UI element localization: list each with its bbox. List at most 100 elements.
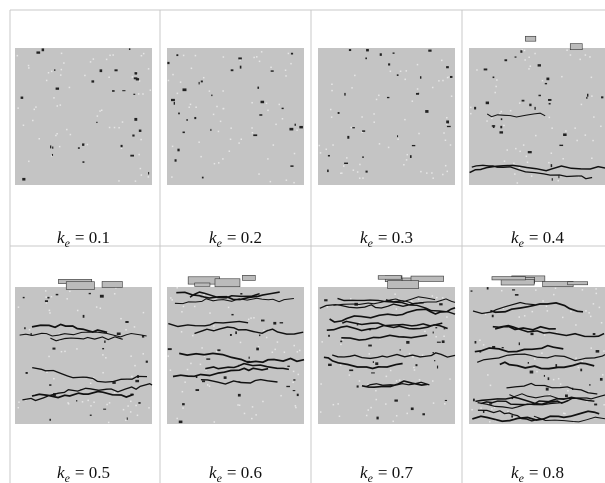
speckle [293, 344, 295, 347]
defect [328, 334, 330, 337]
speckle [326, 306, 329, 308]
speckle [49, 312, 51, 314]
crack [341, 334, 428, 341]
defect [328, 363, 332, 367]
caption-value: = 0.7 [378, 463, 414, 482]
speckle [137, 93, 140, 95]
speckle [278, 103, 281, 106]
defect [527, 151, 532, 154]
speckle [424, 330, 426, 333]
speckle [489, 384, 492, 387]
speckle [212, 113, 215, 116]
defect [54, 69, 56, 71]
simulation-image [15, 48, 152, 185]
speckle [403, 164, 405, 166]
speckle [35, 106, 37, 108]
defect [537, 64, 541, 67]
speckle [503, 124, 505, 127]
defect [49, 418, 51, 421]
speckle [576, 139, 578, 142]
defect [77, 147, 80, 149]
speckle [567, 390, 569, 392]
speckle [51, 155, 53, 157]
crack [477, 394, 605, 409]
speckle [589, 315, 592, 318]
speckle [535, 134, 537, 137]
defect [201, 176, 204, 179]
speckle [131, 76, 134, 78]
defect [409, 155, 412, 158]
speckle [290, 62, 292, 65]
speckle [50, 70, 53, 73]
speckle [149, 89, 152, 91]
speckle [449, 144, 452, 146]
crack [486, 112, 546, 118]
defect [565, 394, 568, 398]
defect [435, 327, 438, 329]
speckle [593, 116, 595, 118]
speckle [480, 407, 482, 409]
speckle [580, 103, 583, 106]
crack [200, 378, 278, 385]
defect [327, 154, 330, 157]
speckle [251, 127, 253, 129]
defect [356, 385, 359, 388]
speckle [148, 407, 150, 409]
speckle [548, 161, 550, 164]
defect [103, 408, 107, 410]
speckle [431, 86, 434, 89]
speckle [588, 391, 590, 393]
speckle [267, 158, 269, 160]
speckle [561, 316, 564, 319]
speckle [28, 328, 31, 331]
defect [504, 59, 508, 62]
speckle [240, 138, 243, 140]
speckle [55, 134, 57, 137]
speckle [359, 163, 361, 166]
speckle [553, 293, 555, 296]
caption-value: = 0.1 [75, 228, 110, 247]
speckle [509, 109, 512, 112]
defect [397, 135, 399, 138]
speckle [200, 155, 202, 158]
fragment [242, 275, 256, 281]
defect [177, 148, 180, 152]
fragment [410, 275, 444, 282]
speckle [84, 74, 86, 77]
speckle [135, 404, 137, 407]
defect [499, 131, 504, 134]
caption-variable: k [57, 463, 65, 482]
speckle [284, 69, 287, 72]
speckle [127, 405, 129, 407]
defect [260, 100, 265, 104]
speckle [375, 389, 377, 392]
speckle [601, 374, 604, 376]
speckle [561, 75, 563, 78]
speckle [251, 417, 253, 420]
defect [30, 332, 32, 336]
speckle [566, 49, 568, 52]
defect [239, 65, 242, 69]
defect [182, 88, 187, 92]
speckle [408, 352, 411, 355]
speckle [250, 317, 252, 319]
speckle [171, 176, 173, 178]
defect [292, 390, 296, 392]
speckle [192, 334, 194, 337]
defect [555, 364, 558, 367]
fragment [500, 279, 535, 286]
defect [173, 101, 175, 105]
defect [534, 106, 536, 110]
speckle [120, 317, 122, 320]
speckle [588, 312, 590, 314]
speckle [95, 306, 98, 308]
speckle [500, 110, 503, 113]
defect [253, 134, 258, 137]
speckle [351, 87, 353, 89]
defect [133, 93, 136, 95]
defect [446, 125, 451, 128]
defect [479, 350, 482, 353]
caption-value: = 0.6 [227, 463, 262, 482]
speckle [518, 316, 520, 318]
speckle [22, 124, 25, 127]
